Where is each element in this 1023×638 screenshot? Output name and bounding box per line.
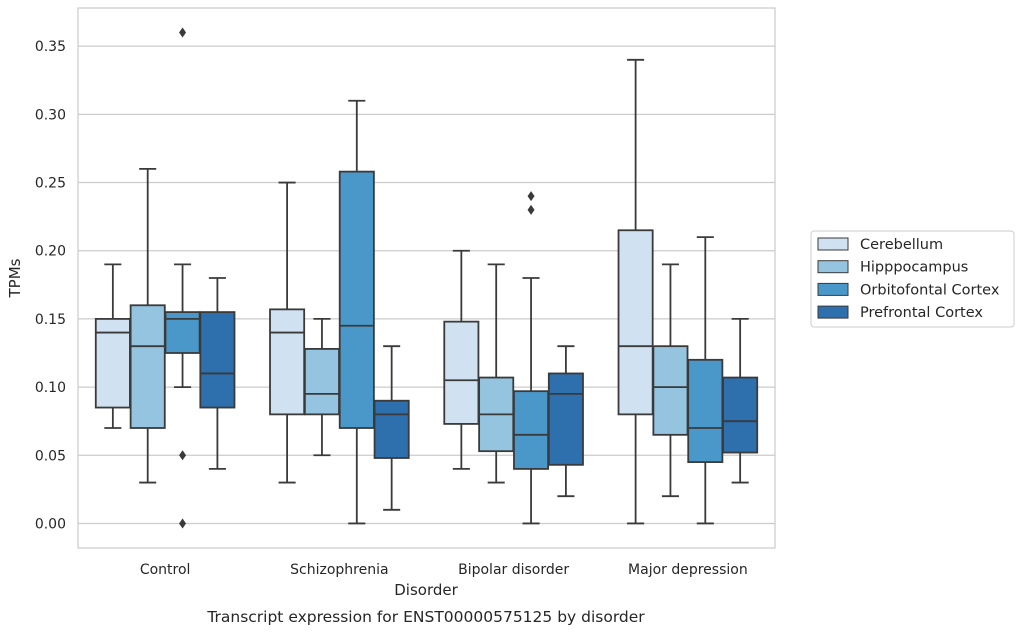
- legend-label: Prefrontal Cortex: [860, 305, 983, 321]
- y-axis-ticks: 0.00 0.05 0.10 0.15 0.20 0.25 0.30 0.35: [35, 39, 66, 532]
- y-tick-label: 0.25: [35, 176, 66, 192]
- y-axis-label: TPMs: [6, 258, 24, 298]
- box-iqr: [94, 318, 131, 409]
- box-prefrontal-cortex: [722, 318, 759, 484]
- plot-area-frame: [77, 7, 776, 549]
- box-prefrontal-cortex: [199, 277, 236, 470]
- box-iqr: [443, 320, 480, 425]
- outlier-point: [179, 27, 187, 38]
- x-tick-label: Bipolar disorder: [458, 562, 569, 578]
- legend-label: Hipppocampus: [860, 260, 968, 276]
- box-orbitofontal-cortex: [513, 191, 550, 525]
- x-axis-label: Disorder: [394, 581, 458, 599]
- box-orbitofontal-cortex: [164, 27, 201, 529]
- legend-frame: [810, 230, 1015, 328]
- y-tick-label: 0.05: [35, 448, 66, 464]
- box-prefrontal-cortex: [547, 345, 584, 498]
- box-hipppocampus: [478, 263, 515, 484]
- box-iqr: [652, 345, 689, 436]
- box-orbitofontal-cortex: [687, 236, 724, 525]
- box-cerebellum: [94, 263, 131, 429]
- box-iqr: [129, 304, 166, 429]
- legend-label: Cerebellum: [860, 237, 943, 253]
- y-tick-label: 0.35: [35, 39, 66, 55]
- chart-caption: Transcript expression for ENST0000057512…: [206, 608, 645, 626]
- box-iqr: [199, 311, 236, 409]
- box-prefrontal-cortex: [373, 345, 410, 511]
- box-iqr: [617, 229, 654, 416]
- box-hipppocampus: [303, 318, 340, 457]
- box-iqr: [547, 372, 584, 466]
- box-iqr: [338, 170, 375, 429]
- box-iqr: [373, 399, 410, 459]
- outlier-point: [179, 450, 187, 461]
- box-iqr: [722, 376, 759, 454]
- legend-swatch: [817, 260, 849, 274]
- y-tick-label: 0.15: [35, 312, 66, 328]
- box-cerebellum: [443, 249, 480, 470]
- box-iqr: [303, 348, 340, 416]
- box-orbitofontal-cortex: [338, 99, 375, 525]
- x-tick-label: Major depression: [628, 562, 748, 578]
- outlier-point: [527, 191, 535, 202]
- y-tick-label: 0.20: [35, 244, 66, 260]
- box-iqr: [513, 390, 550, 470]
- legend-label: Orbitofontal Cortex: [860, 282, 1000, 298]
- x-tick-label: Schizophrenia: [290, 562, 388, 578]
- legend: Cerebellum Hipppocampus Orbitofontal Corte…: [810, 230, 1015, 328]
- legend-items: Cerebellum Hipppocampus Orbitofontal Corte…: [817, 237, 1000, 321]
- outlier-point: [179, 518, 187, 529]
- y-tick-label: 0.10: [35, 380, 66, 396]
- legend-swatch: [817, 282, 849, 296]
- y-tick-label: 0.00: [35, 516, 66, 532]
- box-hipppocampus: [652, 263, 689, 498]
- box-cerebellum: [617, 58, 654, 525]
- boxes: [94, 27, 759, 529]
- legend-swatch: [817, 305, 849, 319]
- x-tick-label: Control: [140, 562, 191, 578]
- box-hipppocampus: [129, 168, 166, 484]
- box-iqr: [269, 308, 306, 416]
- x-axis-ticks: Control Schizophrenia Bipolar disorder Majo…: [140, 562, 748, 578]
- outlier-point: [527, 204, 535, 215]
- y-tick-label: 0.30: [35, 107, 66, 123]
- legend-swatch: [817, 237, 849, 251]
- box-iqr: [687, 358, 724, 463]
- box-cerebellum: [269, 181, 306, 484]
